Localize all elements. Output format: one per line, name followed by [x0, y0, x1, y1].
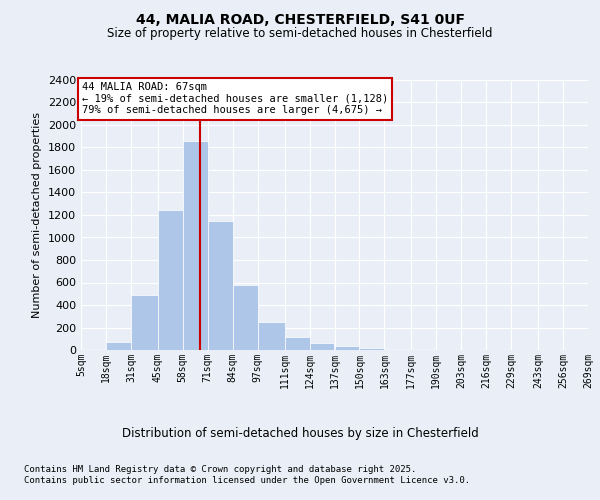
- Bar: [257, 322, 284, 350]
- Text: 44 MALIA ROAD: 67sqm
← 19% of semi-detached houses are smaller (1,128)
79% of se: 44 MALIA ROAD: 67sqm ← 19% of semi-detac…: [82, 82, 388, 116]
- Bar: [183, 140, 208, 350]
- Bar: [335, 346, 359, 350]
- Text: Size of property relative to semi-detached houses in Chesterfield: Size of property relative to semi-detach…: [107, 28, 493, 40]
- Text: Contains HM Land Registry data © Crown copyright and database right 2025.: Contains HM Land Registry data © Crown c…: [24, 465, 416, 474]
- Text: Contains public sector information licensed under the Open Government Licence v3: Contains public sector information licen…: [24, 476, 470, 485]
- Bar: [131, 295, 158, 350]
- Text: Distribution of semi-detached houses by size in Chesterfield: Distribution of semi-detached houses by …: [122, 428, 478, 440]
- Bar: [233, 285, 257, 350]
- Bar: [284, 336, 310, 350]
- Bar: [106, 342, 131, 350]
- Text: 44, MALIA ROAD, CHESTERFIELD, S41 0UF: 44, MALIA ROAD, CHESTERFIELD, S41 0UF: [136, 12, 464, 26]
- Bar: [310, 342, 335, 350]
- Bar: [385, 349, 412, 350]
- Bar: [359, 348, 385, 350]
- Bar: [81, 349, 106, 350]
- Y-axis label: Number of semi-detached properties: Number of semi-detached properties: [32, 112, 43, 318]
- Bar: [208, 220, 233, 350]
- Bar: [158, 210, 183, 350]
